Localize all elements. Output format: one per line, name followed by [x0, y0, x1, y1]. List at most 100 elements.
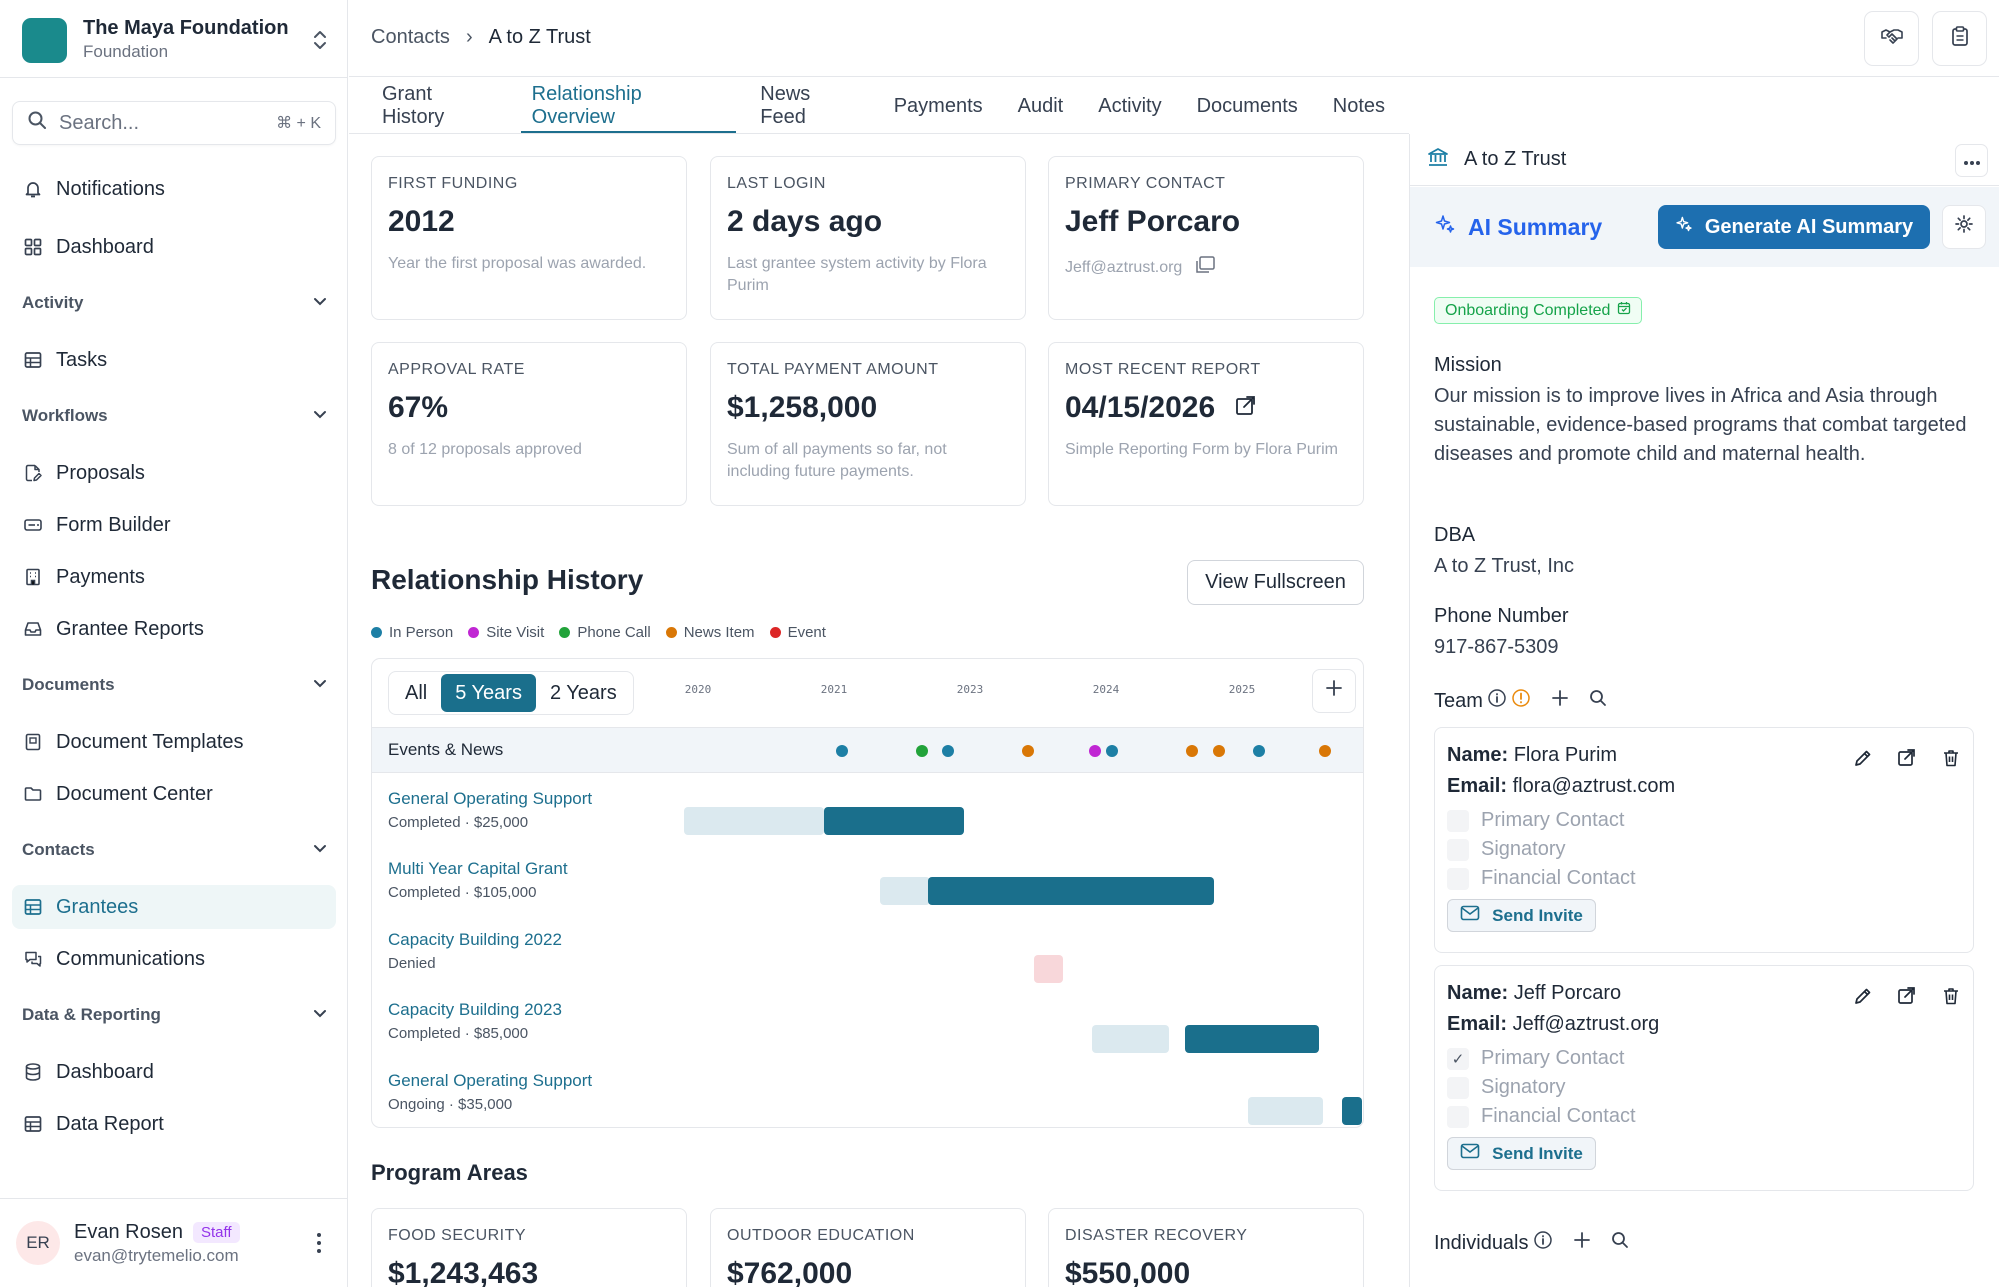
sidebar-item-communications[interactable]: Communications [12, 937, 336, 981]
range-5-years-button[interactable]: 5 Years [441, 674, 536, 712]
event-dot-phone-call[interactable] [916, 745, 928, 757]
range-2-years-button[interactable]: 2 Years [549, 681, 617, 704]
event-dot-news-item[interactable] [1022, 745, 1034, 757]
org-switcher[interactable]: The Maya Foundation Foundation [22, 16, 332, 64]
tab-activity[interactable]: Activity [1098, 94, 1162, 117]
role-financial-contact[interactable]: Financial Contact [1447, 1102, 1961, 1131]
view-fullscreen-button[interactable]: View Fullscreen [1187, 560, 1364, 605]
sidebar-item-dashboard[interactable]: Dashboard [12, 225, 336, 269]
event-dot-news-item[interactable] [1213, 745, 1225, 757]
sidebar-item-payments[interactable]: Payments [12, 555, 336, 599]
sidebar-section-contacts[interactable]: Contacts [22, 835, 328, 865]
generate-ai-summary-button[interactable]: Generate AI Summary [1658, 205, 1930, 249]
more-options-button[interactable] [1955, 144, 1988, 177]
checkbox[interactable] [1447, 809, 1469, 832]
search-individuals-icon[interactable] [1611, 1231, 1629, 1255]
sidebar-section-activity[interactable]: Activity [22, 288, 328, 318]
role-signatory[interactable]: Signatory [1447, 835, 1961, 864]
send-invite-button[interactable]: Send Invite [1447, 899, 1596, 932]
panel-title: A to Z Trust [1464, 148, 1567, 170]
checkbox[interactable] [1447, 838, 1469, 861]
role-primary-contact[interactable]: ✓ Primary Contact [1447, 1044, 1961, 1073]
grant-link[interactable]: General Operating Support [388, 1071, 593, 1090]
grant-bar-pending[interactable] [880, 877, 930, 905]
external-link-icon[interactable] [1897, 748, 1917, 774]
edit-icon[interactable] [1853, 986, 1873, 1012]
chevron-up-down-icon[interactable] [308, 25, 332, 55]
sidebar-item-grantee-reports[interactable]: Grantee Reports [12, 607, 336, 651]
grant-bar-active[interactable] [1342, 1097, 1362, 1125]
event-dot-news-item[interactable] [1186, 745, 1198, 757]
trash-icon[interactable] [1941, 748, 1961, 774]
grant-link[interactable]: Multi Year Capital Grant [388, 859, 568, 878]
checkbox-checked[interactable]: ✓ [1447, 1047, 1469, 1070]
search-team-icon[interactable] [1589, 689, 1607, 713]
sidebar-item-data-dashboard[interactable]: Dashboard [12, 1050, 336, 1094]
edit-icon[interactable] [1853, 748, 1873, 774]
grant-status: Completed · $105,000 [388, 884, 537, 901]
add-event-button[interactable] [1312, 669, 1356, 713]
tab-grant-history[interactable]: Grant History [382, 83, 445, 128]
grant-bar-active[interactable] [928, 877, 1214, 905]
checkbox[interactable] [1447, 867, 1469, 890]
sidebar-item-document-templates[interactable]: Document Templates [12, 720, 336, 764]
sidebar-item-data-report[interactable]: Data Report [12, 1102, 336, 1146]
external-link-icon[interactable] [1897, 986, 1917, 1012]
sidebar-section-data-reporting[interactable]: Data & Reporting [22, 1000, 328, 1030]
event-dot-in-person[interactable] [1253, 745, 1265, 757]
tab-notes[interactable]: Notes [1332, 94, 1385, 117]
sidebar-item-grantees[interactable]: Grantees [12, 885, 336, 929]
tab-audit[interactable]: Audit [1017, 94, 1064, 117]
tab-news-feed[interactable]: News Feed [760, 83, 811, 128]
tab-relationship-overview[interactable]: Relationship Overview [520, 78, 737, 134]
event-dot-in-person[interactable] [836, 745, 848, 757]
sidebar-item-proposals[interactable]: Proposals [12, 451, 336, 495]
handshake-button[interactable] [1864, 11, 1919, 66]
grant-link[interactable]: Capacity Building 2023 [388, 1000, 562, 1019]
info-icon[interactable] [1487, 688, 1507, 714]
sidebar-item-form-builder[interactable]: Form Builder [12, 503, 336, 547]
role-signatory[interactable]: Signatory [1447, 1073, 1961, 1102]
checkbox[interactable] [1447, 1076, 1469, 1099]
ai-settings-button[interactable] [1942, 205, 1986, 249]
event-dot-site-visit[interactable] [1089, 745, 1101, 757]
program-area-label: DISASTER RECOVERY [1065, 1227, 1248, 1244]
search-input[interactable]: Search... ⌘ + K [12, 101, 336, 145]
trash-icon[interactable] [1941, 986, 1961, 1012]
grant-bar-pending[interactable] [684, 807, 824, 835]
copy-icon[interactable] [1194, 255, 1216, 280]
tab-payments[interactable]: Payments [893, 94, 983, 117]
sidebar-item-notifications[interactable]: Notifications [12, 167, 336, 211]
send-invite-button[interactable]: Send Invite [1447, 1137, 1596, 1170]
sidebar-section-documents[interactable]: Documents [22, 670, 328, 700]
add-team-member-icon[interactable] [1551, 689, 1569, 713]
sidebar-section-workflows[interactable]: Workflows [22, 401, 328, 431]
grant-bar-pending[interactable] [1248, 1097, 1323, 1125]
breadcrumb-contacts[interactable]: Contacts [371, 26, 450, 48]
warning-icon[interactable] [1511, 688, 1531, 714]
range-all-button[interactable]: All [405, 681, 428, 704]
clipboard-button[interactable] [1932, 11, 1987, 66]
event-dot-news-item[interactable] [1319, 745, 1331, 757]
grant-bar-active[interactable] [1185, 1025, 1319, 1053]
sidebar-item-tasks[interactable]: Tasks [12, 338, 336, 382]
tab-documents[interactable]: Documents [1196, 94, 1298, 117]
event-dot-in-person[interactable] [942, 745, 954, 757]
external-link-icon[interactable] [1235, 391, 1257, 425]
grant-bar-pending[interactable] [1092, 1025, 1169, 1053]
relationship-timeline: All 5 Years 2 Years 2020 2021 2023 2024 … [371, 658, 1364, 1128]
checkbox[interactable] [1447, 1105, 1469, 1128]
event-dot-in-person[interactable] [1106, 745, 1118, 757]
role-primary-contact[interactable]: Primary Contact [1447, 806, 1961, 835]
user-profile[interactable]: ER Evan Rosen Staff evan@trytemelio.com [0, 1198, 348, 1287]
add-individual-icon[interactable] [1573, 1231, 1591, 1255]
grant-link[interactable]: General Operating Support [388, 789, 593, 808]
grant-bar-denied[interactable] [1034, 955, 1063, 983]
role-financial-contact[interactable]: Financial Contact [1447, 864, 1961, 893]
sidebar-item-document-center[interactable]: Document Center [12, 772, 336, 816]
grant-bar-active[interactable] [824, 807, 964, 835]
more-vertical-icon[interactable] [304, 1223, 334, 1263]
info-icon[interactable] [1533, 1230, 1553, 1256]
chat-icon [22, 948, 44, 970]
grant-link[interactable]: Capacity Building 2022 [388, 930, 562, 949]
